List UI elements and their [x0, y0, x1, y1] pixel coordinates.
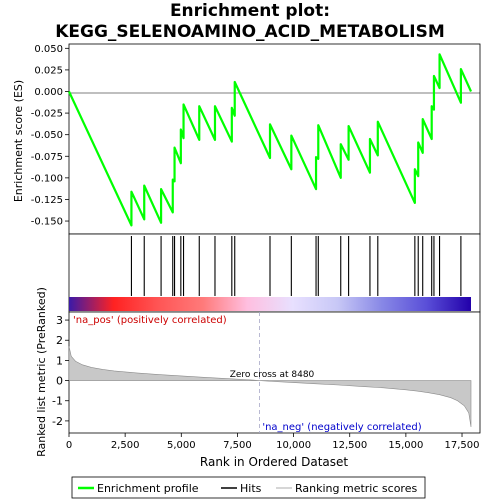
metric-y-tick-label: -1	[52, 395, 63, 408]
legend-hits-label: Hits	[240, 482, 262, 495]
metric-y-tick-label: 2	[56, 334, 63, 347]
chart-title-line-1: Enrichment plot:	[169, 1, 331, 21]
chart-title-line-2: KEGG_SELENOAMINO_ACID_METABOLISM	[55, 22, 445, 42]
neg-label: 'na_neg' (negatively correlated)	[262, 422, 421, 433]
x-tick-label: 17,500	[445, 440, 480, 451]
x-tick-label: 5,000	[167, 440, 196, 451]
x-axis: 0 2,500 5,000 7,500 10,000 12,500 15,000 17,500	[66, 433, 480, 451]
x-tick-label: 12,500	[332, 440, 367, 451]
x-tick-label: 0	[66, 440, 72, 451]
metric-y-tick-label: -2	[52, 415, 63, 428]
x-tick-label: 10,000	[276, 440, 311, 451]
es-y-tick-label: -0.025	[31, 109, 63, 120]
metric-y-tick-label: 0	[56, 375, 63, 388]
es-y-axis: 0.050 0.025 0.000 -0.025 -0.050 -0.075 -0.100 -…	[31, 44, 69, 228]
es-y-tick-label: -0.075	[31, 152, 63, 163]
es-y-tick-label: 0.050	[34, 44, 63, 55]
enrichment-profile-line	[68, 53, 473, 227]
es-y-tick-label: 0.025	[34, 65, 63, 76]
hits-series	[69, 236, 462, 311]
ranking-heat-band	[69, 297, 471, 311]
metric-y-axis-label: Ranked list metric (PreRanked)	[35, 287, 48, 457]
enrichment-profile-series	[68, 53, 473, 227]
metric-y-tick-label: 1	[56, 354, 63, 367]
es-y-tick-label: -0.050	[31, 130, 63, 141]
ranking-metric-area	[68, 346, 472, 427]
x-axis-label: Rank in Ordered Dataset	[200, 455, 348, 469]
legend-enrichment-label: Enrichment profile	[97, 482, 199, 495]
pos-label: 'na_pos' (positively correlated)	[73, 315, 227, 326]
es-y-tick-label: -0.125	[31, 195, 63, 206]
es-y-tick-label: -0.150	[31, 217, 63, 228]
x-tick-label: 15,000	[388, 440, 423, 451]
es-y-axis-label: Enrichment score (ES)	[12, 80, 25, 202]
metric-y-axis: 3 2 1 0 -1 -2	[52, 314, 69, 428]
legend-box	[71, 476, 426, 499]
es-y-tick-label: -0.100	[31, 173, 63, 184]
chart-title: Enrichment plot: KEGG_SELENOAMINO_ACID_M…	[0, 1, 500, 43]
metric-y-tick-label: 3	[56, 314, 63, 327]
metric-panel-frame	[68, 311, 481, 434]
x-tick-label: 7,500	[223, 440, 252, 451]
zero-cross-label: Zero cross at 8480	[230, 370, 315, 380]
legend-metric-label: Ranking metric scores	[295, 482, 417, 495]
es-y-tick-label: 0.000	[34, 87, 63, 98]
x-tick-label: 2,500	[111, 440, 140, 451]
